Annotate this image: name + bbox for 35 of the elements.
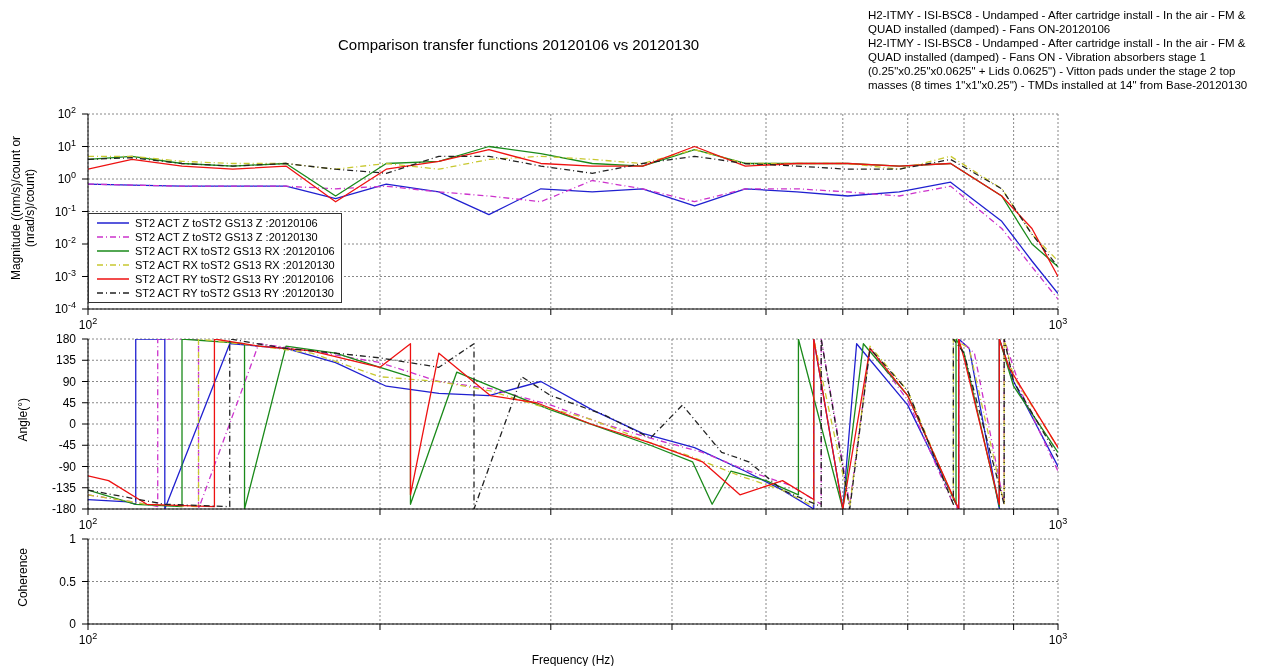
y-tick-label: 0.5 (59, 574, 77, 589)
y-axis-title: Angle(°) (16, 398, 30, 442)
y-tick-label: 10$^{-1}$ (54, 202, 76, 219)
x-tick-label: 10$^{3}$ (1048, 516, 1068, 532)
y-tick-label: 45 (62, 395, 77, 410)
y-tick-label: 1 (69, 532, 77, 546)
y-tick-label: 0 (69, 417, 77, 431)
y-tick-label: 10$^{2}$ (57, 105, 76, 121)
y-tick-label: -45 (58, 438, 77, 453)
y-tick-label: 10$^{-4}$ (54, 300, 76, 316)
x-tick-label: 10$^{3}$ (1048, 316, 1068, 332)
y-tick-label: 180 (55, 332, 77, 346)
y-tick-label: -135 (51, 480, 77, 495)
chart-title: Comparison transfer functions 20120106 vs 20120130 (338, 36, 700, 53)
y-tick-label: -180 (51, 502, 77, 516)
y-tick-label: 0 (69, 617, 77, 631)
legend-label: ST2 ACT RY toST2 GS13 RY :20120130 (135, 287, 334, 299)
y-tick-label: 90 (62, 374, 77, 389)
y-tick-label: 10$^{1}$ (57, 137, 76, 154)
y-tick-label: 10$^{0}$ (57, 170, 76, 186)
legend-label: ST2 ACT RX toST2 GS13 RX :20120106 (135, 245, 335, 257)
y-axis-title: Magnitude ((nm/s)/count or (nrad/s)/count) (9, 134, 37, 282)
x-tick-label: 10$^{3}$ (1048, 631, 1068, 647)
text: H2-ITMY - ISI-BSC8 - Undamped - After cartridge install - In the air - FM & QUAD installed (damped) - Fans ON - Vibration absorbers stage 1 (0.25"x0.25"x0.0625" + Lids 0.0625") - Vitton pads under the stage 2 top masses (8 times 1"x1"x0.25") - TMDs installed at 14" from Base-20120130 (868, 36, 1249, 92)
legend-label: ST2 ACT RX toST2 GS13 RX :20120130 (135, 259, 335, 271)
y-axis-title: Coherence (16, 548, 30, 607)
legend-label: ST2 ACT Z toST2 GS13 Z :20120106 (135, 217, 318, 229)
x-axis-title: Frequency (Hz) (531, 653, 615, 667)
y-tick-label: 10$^{-2}$ (54, 235, 76, 251)
legend-label: ST2 ACT Z toST2 GS13 Z :20120130 (135, 231, 318, 243)
text: H2-ITMY - ISI-BSC8 - Undamped - After cartridge install - In the air - FM & QUAD installed (damped) - Fans ON-20120106 (868, 8, 1247, 36)
y-tick-label: 10$^{-3}$ (54, 267, 76, 284)
y-tick-label: -90 (58, 459, 77, 474)
legend-label: ST2 ACT RY toST2 GS13 RY :20120106 (135, 273, 334, 285)
y-tick-label: 135 (55, 353, 77, 368)
